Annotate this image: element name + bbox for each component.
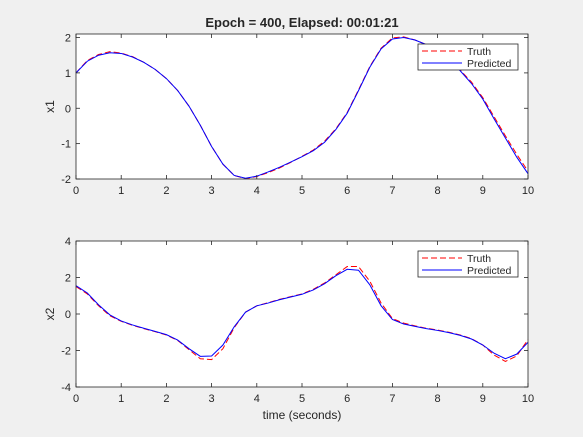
x-tick-label: 2 <box>163 393 169 405</box>
y-tick-label: 0 <box>65 103 71 115</box>
legend-box <box>417 250 519 278</box>
y-tick-label: 2 <box>65 273 71 285</box>
x-tick-label: 10 <box>522 393 534 405</box>
subplot-x2: 0 1 2 3 4 5 6 7 8 9 10 -4 -2 0 2 4 x2 time (seconds) Truth… <box>43 236 534 422</box>
legend-label-truth: Truth <box>467 253 491 265</box>
x-tick-label: 7 <box>389 185 395 197</box>
y-axis-label: x1 <box>43 100 57 113</box>
y-tick-label: -2 <box>61 174 71 186</box>
x-tick-label: 1 <box>118 185 124 197</box>
y-tick-label: -2 <box>61 346 71 358</box>
legend-label-truth: Truth <box>467 46 491 58</box>
x-tick-label: 3 <box>209 393 215 405</box>
y-axis-label: x2 <box>43 307 57 320</box>
legend-label-predicted: Predicted <box>467 58 512 70</box>
x-tick-label: 0 <box>73 393 79 405</box>
x-tick-label: 9 <box>480 185 486 197</box>
x-axis-label: time (seconds) <box>263 408 342 422</box>
y-tick-label: 2 <box>65 33 71 45</box>
y-tick-label: -4 <box>61 382 71 394</box>
y-tick-label: 4 <box>65 236 71 248</box>
x-tick-label: 6 <box>344 393 350 405</box>
series-predicted-line <box>75 268 529 360</box>
x-tick-label: 8 <box>435 185 441 197</box>
x-tick-label: 3 <box>209 185 215 197</box>
x-tick-label: 2 <box>163 185 169 197</box>
y-tick-label: 1 <box>65 68 71 80</box>
y-tick-label: -1 <box>61 139 71 151</box>
x-tick-label: 5 <box>299 393 305 405</box>
x-tick-label: 10 <box>522 185 534 197</box>
x-tick-label: 0 <box>73 185 79 197</box>
x-tick-label: 8 <box>435 393 441 405</box>
x-tick-label: 4 <box>254 393 260 405</box>
x-tick-label: 4 <box>254 185 260 197</box>
x-tick-label: 6 <box>344 185 350 197</box>
legend-box <box>417 43 519 71</box>
x-tick-label: 9 <box>480 393 486 405</box>
legend-label-predicted: Predicted <box>467 265 512 277</box>
figure-title: Epoch = 400, Elapsed: 00:01:21 <box>205 15 398 30</box>
x-tick-label: 5 <box>299 185 305 197</box>
x-tick-label: 7 <box>389 393 395 405</box>
y-tick-label: 0 <box>65 309 71 321</box>
x-tick-label: 1 <box>118 393 124 405</box>
